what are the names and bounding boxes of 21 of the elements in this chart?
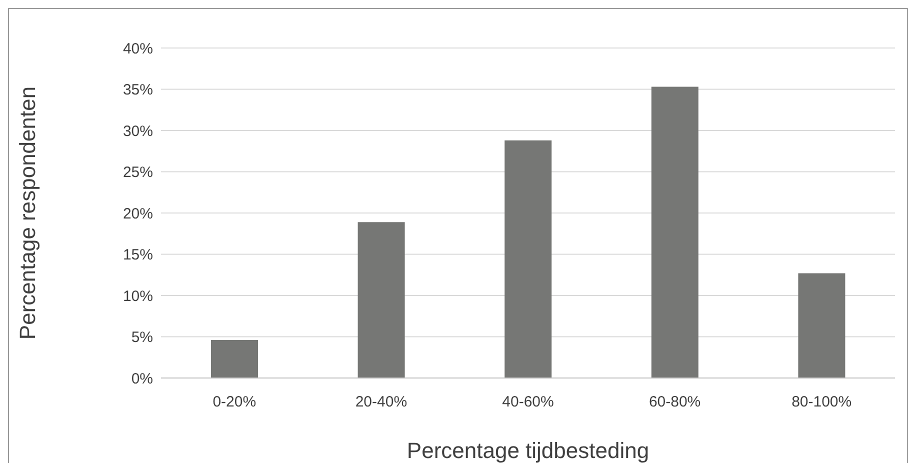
x-axis-title: Percentage tijdbesteding [406, 438, 650, 463]
y-tick-label: 25% [122, 164, 153, 182]
bar [798, 273, 846, 378]
bar [211, 340, 258, 378]
y-tick-label: 40% [122, 40, 153, 58]
x-tick-label: 20-40% [355, 394, 408, 411]
y-tick-label: 10% [122, 288, 153, 305]
bar [358, 222, 405, 378]
bar [651, 86, 698, 378]
x-tick-label: 40-60% [502, 394, 554, 411]
y-tick-label: 20% [122, 205, 153, 222]
x-tick-label: 60-80% [648, 394, 701, 411]
x-tick-label: 80-100% [792, 394, 852, 411]
y-tick-label: 30% [122, 122, 153, 140]
bar [504, 140, 552, 378]
x-tick-label: 0-20% [212, 394, 256, 411]
y-tick-label: 15% [122, 246, 153, 264]
y-tick-label: 0% [131, 370, 153, 388]
y-axis-title: Percentage respondenten [14, 86, 40, 340]
y-tick-label: 35% [122, 82, 153, 99]
y-tick-label: 5% [131, 329, 153, 346]
